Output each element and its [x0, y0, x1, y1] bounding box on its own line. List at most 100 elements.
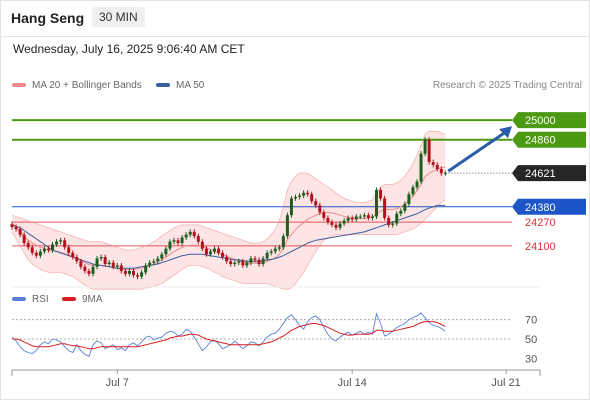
candle-body	[103, 257, 107, 265]
candle	[221, 250, 225, 260]
candle-body	[326, 217, 330, 223]
legend-ma50: MA 50	[156, 80, 204, 91]
candle	[180, 234, 184, 246]
candle-body	[18, 229, 22, 235]
candle	[330, 219, 334, 228]
candle-body	[140, 272, 144, 277]
candle-body	[237, 261, 241, 263]
chart-timestamp: Wednesday, July 16, 2025 9:06:40 AM CET	[13, 42, 245, 56]
candle	[439, 166, 443, 176]
candle-body	[306, 192, 310, 195]
candle	[435, 162, 439, 172]
candle-body	[160, 254, 164, 259]
candle-body	[245, 262, 249, 266]
candle	[314, 198, 318, 208]
candle	[383, 195, 387, 221]
bollinger-band-area	[12, 131, 446, 290]
candle	[358, 214, 362, 220]
candle-body	[379, 190, 383, 199]
level-tag	[512, 112, 586, 129]
candle-body	[253, 258, 257, 260]
candle-body	[42, 248, 46, 252]
candle	[261, 255, 265, 267]
candle	[249, 255, 253, 266]
candle	[241, 258, 245, 268]
candle-body	[67, 247, 71, 253]
candle	[233, 260, 237, 267]
candle	[346, 215, 350, 224]
candle-body	[330, 222, 334, 225]
candle-body	[115, 265, 119, 267]
candle-body	[395, 213, 399, 224]
candle	[265, 250, 269, 261]
candle-body	[399, 210, 403, 214]
candle	[55, 239, 59, 247]
level-label: 24100	[525, 241, 556, 253]
candle-body	[281, 236, 285, 248]
candle-body	[51, 244, 54, 251]
bollinger-upper-line	[11, 130, 446, 251]
candle-body	[387, 217, 391, 225]
candle-body	[83, 266, 87, 272]
candle	[22, 232, 26, 246]
forecast-arrow-shaft	[447, 129, 508, 173]
candle	[160, 251, 164, 261]
candle	[415, 179, 419, 190]
candle	[38, 248, 42, 259]
candle-body	[318, 205, 322, 213]
forecast-arrow-head	[499, 126, 512, 139]
candle	[14, 224, 18, 232]
candle	[127, 268, 131, 277]
candle	[119, 262, 123, 274]
rsi-legend-label: 9MA	[82, 294, 103, 305]
candle	[257, 257, 261, 267]
candle-body	[75, 257, 79, 262]
candle	[156, 255, 160, 264]
candle-body	[229, 261, 233, 265]
candle-body	[261, 258, 265, 265]
candle	[79, 258, 83, 270]
candle-body	[342, 220, 346, 224]
interval-selector[interactable]: 30 MIN	[92, 7, 145, 27]
candle-body	[257, 259, 261, 265]
candle-body	[391, 223, 395, 225]
candle	[140, 269, 144, 280]
rsi-tick-label: 30	[525, 353, 537, 365]
candle	[411, 184, 415, 197]
candle-body	[383, 198, 387, 218]
candle-body	[152, 261, 156, 263]
candle-body	[172, 240, 176, 242]
candle	[237, 258, 241, 266]
candle	[229, 258, 233, 267]
candle-body	[26, 243, 30, 248]
candle-body	[192, 231, 196, 237]
candle	[91, 264, 95, 277]
candle	[387, 215, 391, 228]
rsi-line	[11, 312, 446, 358]
candle	[132, 268, 135, 278]
candle	[225, 254, 229, 264]
candle	[111, 260, 115, 270]
candle	[148, 260, 152, 268]
rsi-tick-label: 50	[525, 334, 537, 346]
level-tag	[512, 198, 586, 215]
candle	[427, 137, 431, 165]
candle	[10, 221, 14, 230]
candle	[75, 254, 79, 264]
candle	[115, 262, 119, 270]
candle-body	[119, 265, 123, 272]
candle	[350, 215, 354, 222]
candle	[281, 233, 285, 250]
candle	[407, 191, 411, 207]
candle-body	[55, 241, 59, 245]
candle-body	[366, 215, 370, 218]
candle-body	[217, 248, 221, 253]
candles	[10, 137, 447, 280]
candle	[42, 246, 46, 254]
candle-body	[123, 271, 127, 274]
candle-body	[435, 164, 439, 170]
candle	[289, 195, 293, 218]
x-tick-label: Jul 7	[106, 377, 129, 389]
chart-header: Hang Seng 30 MIN	[0, 0, 588, 37]
